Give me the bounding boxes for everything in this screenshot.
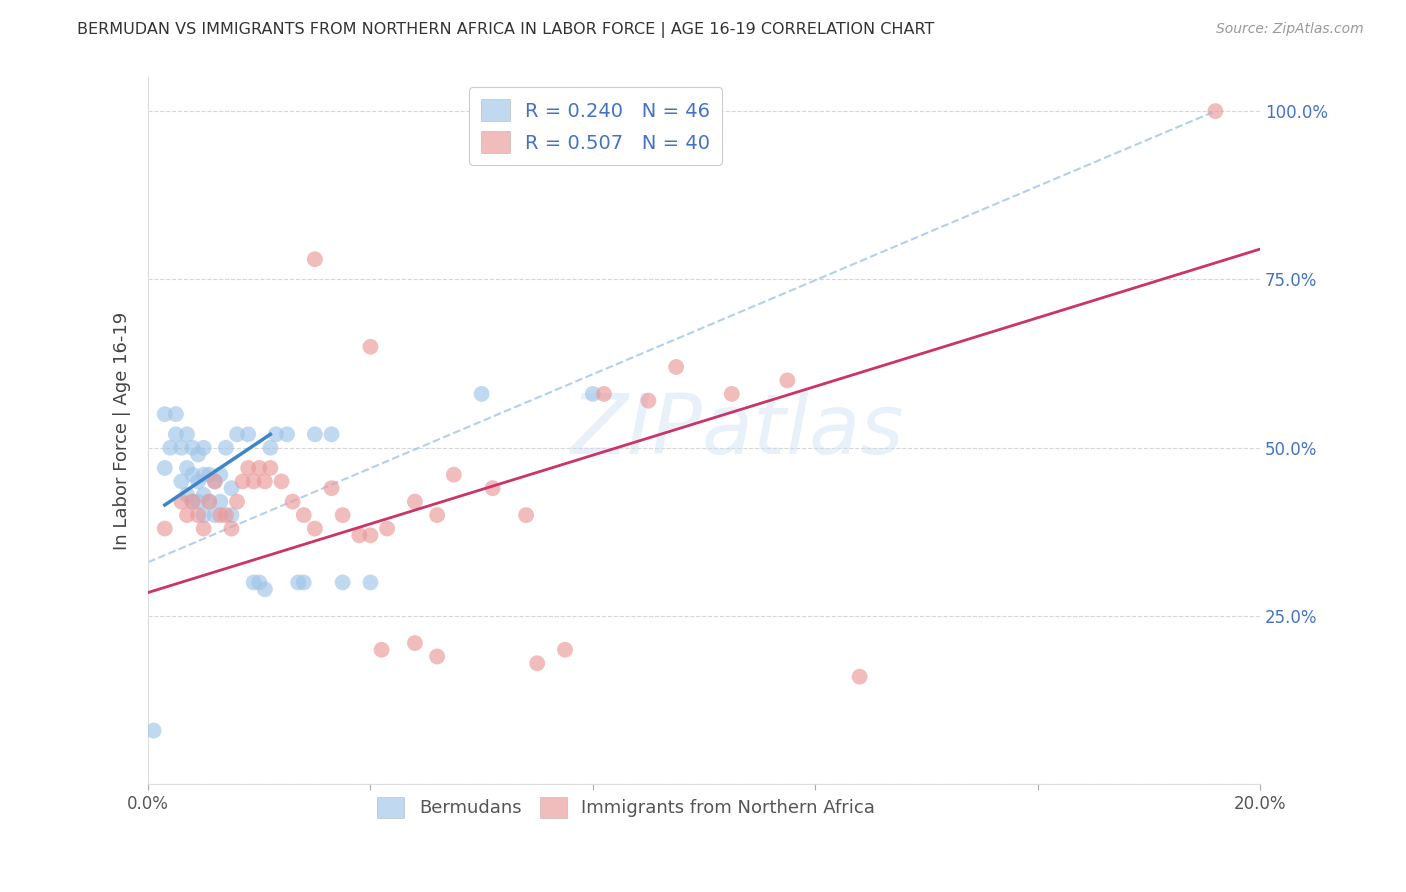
Point	[209, 494, 232, 508]
Point	[359, 575, 381, 590]
Point	[181, 441, 204, 455]
Point	[176, 427, 198, 442]
Point	[176, 461, 198, 475]
Point	[187, 475, 209, 489]
Point	[304, 427, 326, 442]
Point	[198, 494, 221, 508]
Point	[665, 359, 688, 374]
Point	[443, 467, 465, 482]
Point	[193, 488, 215, 502]
Point	[582, 387, 605, 401]
Point	[264, 427, 287, 442]
Point	[270, 475, 292, 489]
Point	[304, 522, 326, 536]
Point	[481, 481, 503, 495]
Point	[153, 407, 176, 421]
Point	[253, 475, 276, 489]
Point	[209, 508, 232, 522]
Point	[247, 461, 270, 475]
Point	[170, 475, 193, 489]
Point	[153, 461, 176, 475]
Point	[404, 636, 426, 650]
Text: Source: ZipAtlas.com: Source: ZipAtlas.com	[1216, 22, 1364, 37]
Point	[215, 441, 238, 455]
Point	[142, 723, 165, 738]
Point	[153, 522, 176, 536]
Point	[221, 508, 243, 522]
Point	[176, 508, 198, 522]
Point	[187, 448, 209, 462]
Point	[359, 340, 381, 354]
Point	[637, 393, 659, 408]
Point	[720, 387, 742, 401]
Y-axis label: In Labor Force | Age 16-19: In Labor Force | Age 16-19	[114, 312, 131, 550]
Point	[292, 508, 315, 522]
Text: BERMUDAN VS IMMIGRANTS FROM NORTHERN AFRICA IN LABOR FORCE | AGE 16-19 CORRELATI: BERMUDAN VS IMMIGRANTS FROM NORTHERN AFR…	[77, 22, 935, 38]
Point	[165, 427, 187, 442]
Point	[471, 387, 494, 401]
Point	[242, 475, 264, 489]
Point	[776, 373, 799, 387]
Point	[247, 575, 270, 590]
Point	[170, 441, 193, 455]
Point	[349, 528, 371, 542]
Point	[321, 427, 343, 442]
Point	[253, 582, 276, 596]
Point	[221, 481, 243, 495]
Point	[848, 670, 870, 684]
Point	[170, 494, 193, 508]
Point	[236, 427, 259, 442]
Point	[404, 494, 426, 508]
Point	[359, 528, 381, 542]
Point	[226, 494, 249, 508]
Point	[193, 508, 215, 522]
Point	[221, 522, 243, 536]
Point	[370, 642, 392, 657]
Point	[375, 522, 398, 536]
Point	[332, 575, 354, 590]
Point	[242, 575, 264, 590]
Point	[198, 467, 221, 482]
Point	[187, 494, 209, 508]
Point	[259, 441, 281, 455]
Point	[204, 475, 226, 489]
Point	[204, 508, 226, 522]
Point	[515, 508, 537, 522]
Point	[304, 252, 326, 267]
Point	[232, 475, 254, 489]
Point	[204, 475, 226, 489]
Point	[193, 441, 215, 455]
Point	[292, 575, 315, 590]
Point	[187, 508, 209, 522]
Point	[193, 522, 215, 536]
Point	[193, 467, 215, 482]
Point	[426, 649, 449, 664]
Point	[593, 387, 616, 401]
Point	[332, 508, 354, 522]
Text: ZIPatlas: ZIPatlas	[571, 391, 904, 472]
Point	[526, 657, 548, 671]
Point	[165, 407, 187, 421]
Point	[198, 494, 221, 508]
Point	[209, 467, 232, 482]
Legend: Bermudans, Immigrants from Northern Africa: Bermudans, Immigrants from Northern Afri…	[370, 789, 882, 825]
Point	[181, 494, 204, 508]
Point	[226, 427, 249, 442]
Point	[276, 427, 298, 442]
Point	[426, 508, 449, 522]
Point	[554, 642, 576, 657]
Point	[181, 467, 204, 482]
Point	[259, 461, 281, 475]
Point	[181, 494, 204, 508]
Point	[1204, 104, 1226, 119]
Point	[215, 508, 238, 522]
Point	[281, 494, 304, 508]
Point	[321, 481, 343, 495]
Point	[236, 461, 259, 475]
Point	[159, 441, 181, 455]
Point	[287, 575, 309, 590]
Point	[176, 488, 198, 502]
